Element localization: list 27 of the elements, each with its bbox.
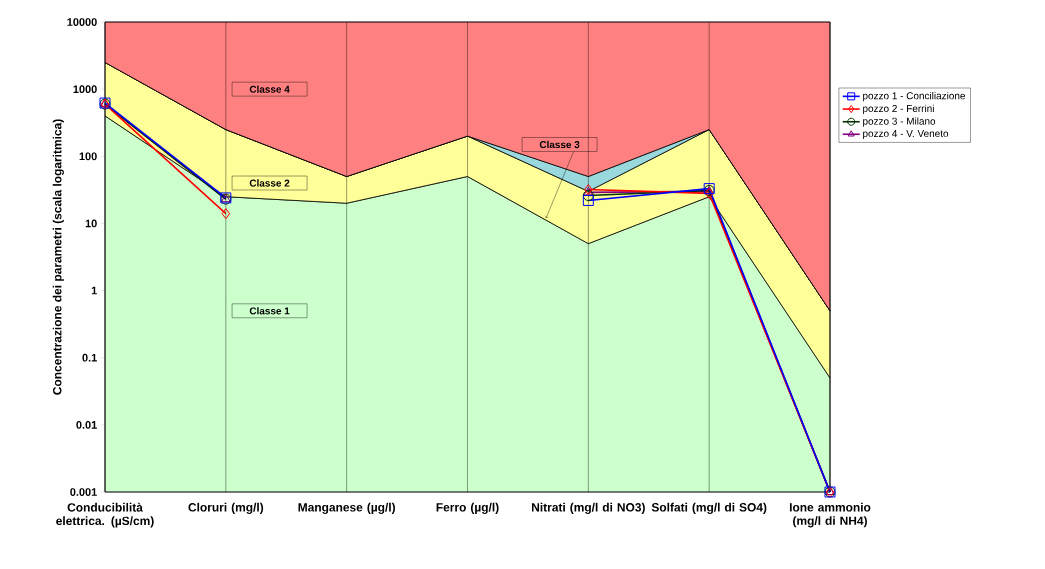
series-label: Classe 1 <box>249 307 290 315</box>
x-tick-label: Manganese (µg/l) <box>298 502 396 514</box>
point <box>582 190 594 202</box>
x-tick-label: Cloruri (mg/l) <box>188 502 264 514</box>
y-tick-label: 1 <box>91 286 97 295</box>
y-tick-label: 1000 <box>73 85 97 94</box>
y-tick-label: 10000 <box>67 18 97 26</box>
y-tick-label: 0.001 <box>70 488 97 496</box>
y-tick-label: 0.1 <box>82 353 97 362</box>
x-tick-label: Solfati (mg/l di SO4) <box>651 502 767 514</box>
legend-label: pozzo 1 - Conciliazione <box>863 91 966 102</box>
legend-label: pozzo 2 - Ferrini <box>863 104 934 114</box>
x-tick-label: Ferro (µg/l) <box>436 502 499 514</box>
legend-label: pozzo 3 - Milano <box>863 117 936 127</box>
y-axis-title: Concentrazione dei parametri (scala logaritmica) <box>52 119 64 395</box>
x-tick-label: Nitrati (mg/l di NO3) <box>532 502 645 514</box>
point <box>221 208 231 220</box>
legend-label: pozzo 4 - V. Veneto <box>863 130 949 139</box>
y-tick-label: 0.01 <box>76 420 97 429</box>
series-label: Classe 4 <box>249 85 290 93</box>
x-tick-label: Conducibilità elettrica. (µS/cm) <box>56 502 154 528</box>
y-tick-label: 10 <box>85 219 97 228</box>
x-tick-label: Ione ammonio (mg/l di NH4) <box>789 502 871 528</box>
series-label: Classe 3 <box>539 140 580 149</box>
y-tick-label: 100 <box>79 152 97 161</box>
point <box>582 194 594 206</box>
series-label: Classe 2 <box>249 179 290 187</box>
